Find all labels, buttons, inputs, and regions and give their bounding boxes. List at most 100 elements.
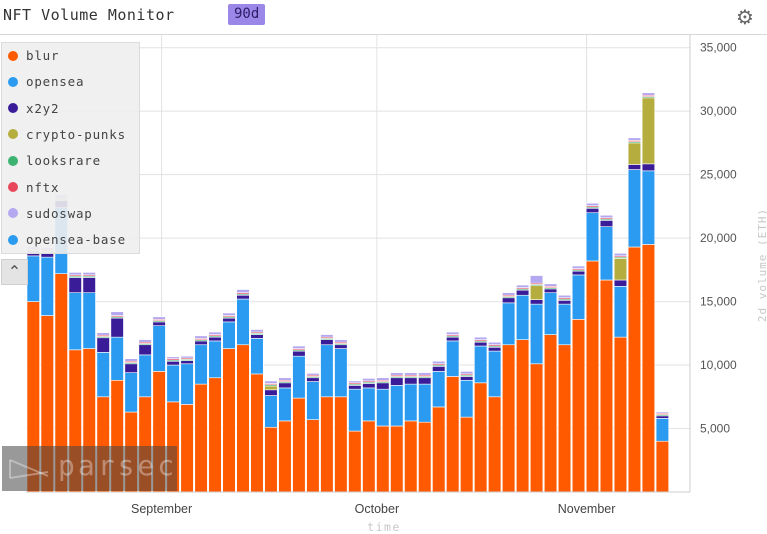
bar-x2y2-40[interactable] <box>572 271 585 275</box>
bar-blur-20[interactable] <box>293 398 306 492</box>
bar-opensea-45[interactable] <box>642 171 655 245</box>
bar-opensea-40[interactable] <box>572 275 585 319</box>
bar-x2y2-28[interactable] <box>404 378 417 384</box>
bar-x2y2-12[interactable] <box>181 361 194 364</box>
bar-x2y2-38[interactable] <box>544 289 557 293</box>
chevron-up-icon[interactable]: ⌃ <box>1 259 28 285</box>
bar-x2y2-32[interactable] <box>460 376 473 380</box>
bar-opensea-24[interactable] <box>349 389 362 431</box>
bar-blur-25[interactable] <box>363 421 376 492</box>
bar-x2y2-6[interactable] <box>97 338 110 353</box>
bar-opensea-8[interactable] <box>125 373 138 412</box>
bar-x2y2-15[interactable] <box>223 318 236 322</box>
bar-opensea-33[interactable] <box>474 346 487 383</box>
bar-opensea-4[interactable] <box>69 293 82 350</box>
bar-crypto-punks-18[interactable] <box>265 386 278 390</box>
bar-x2y2-14[interactable] <box>209 337 222 341</box>
bar-opensea-1[interactable] <box>27 256 40 302</box>
bar-x2y2-43[interactable] <box>614 280 627 286</box>
bar-blur-28[interactable] <box>404 421 417 492</box>
bar-blur-12[interactable] <box>181 404 194 492</box>
bar-sudoswap-44[interactable] <box>628 138 641 141</box>
time-range-button[interactable]: 90d <box>228 4 265 25</box>
bar-x2y2-46[interactable] <box>656 416 669 419</box>
bar-x2y2-16[interactable] <box>237 295 250 299</box>
bar-sudoswap-32[interactable] <box>460 371 473 374</box>
bar-crypto-punks-44[interactable] <box>628 143 641 165</box>
bar-opensea-29[interactable] <box>418 384 431 422</box>
bar-sudoswap-26[interactable] <box>377 378 390 381</box>
legend-item-crypto-punks[interactable]: crypto-punks <box>8 125 126 145</box>
bar-x2y2-34[interactable] <box>488 347 501 351</box>
bar-blur-38[interactable] <box>544 335 557 492</box>
bar-sudoswap-5[interactable] <box>83 272 96 275</box>
bar-blur-27[interactable] <box>390 426 403 492</box>
bar-opensea-25[interactable] <box>363 388 376 421</box>
bar-blur-16[interactable] <box>237 345 250 492</box>
bar-opensea-13[interactable] <box>195 345 208 384</box>
bar-opensea-6[interactable] <box>97 352 110 396</box>
bar-sudoswap-30[interactable] <box>432 361 445 364</box>
bar-opensea-9[interactable] <box>139 355 152 397</box>
bar-opensea-37[interactable] <box>530 304 543 364</box>
bar-opensea-18[interactable] <box>265 396 278 428</box>
bar-opensea-12[interactable] <box>181 364 194 405</box>
bar-blur-23[interactable] <box>335 397 348 492</box>
bar-blur-29[interactable] <box>418 422 431 492</box>
bar-blur-45[interactable] <box>642 244 655 492</box>
bar-opensea-5[interactable] <box>83 293 96 349</box>
bar-x2y2-21[interactable] <box>307 378 320 382</box>
bar-sudoswap-12[interactable] <box>181 356 194 358</box>
bar-blur-26[interactable] <box>377 426 390 492</box>
bar-x2y2-45[interactable] <box>642 164 655 171</box>
bar-opensea-14[interactable] <box>209 341 222 378</box>
bar-opensea-28[interactable] <box>404 384 417 421</box>
bar-opensea-27[interactable] <box>390 385 403 426</box>
bar-x2y2-13[interactable] <box>195 341 208 345</box>
bar-blur-40[interactable] <box>572 319 585 492</box>
bar-x2y2-41[interactable] <box>586 208 599 212</box>
bar-opensea-42[interactable] <box>600 227 613 280</box>
bar-blur-36[interactable] <box>516 340 529 492</box>
bar-sudoswap-36[interactable] <box>516 285 529 288</box>
bar-blur-35[interactable] <box>502 345 515 492</box>
bar-crypto-punks-37[interactable] <box>530 286 543 300</box>
bar-blur-31[interactable] <box>446 376 459 492</box>
bar-blur-30[interactable] <box>432 407 445 492</box>
bar-opensea-22[interactable] <box>321 345 334 397</box>
bar-opensea-20[interactable] <box>293 356 306 398</box>
bar-opensea-32[interactable] <box>460 380 473 417</box>
bar-sudoswap-27[interactable] <box>390 373 403 376</box>
bar-x2y2-30[interactable] <box>432 366 445 371</box>
bar-crypto-punks-45[interactable] <box>642 98 655 164</box>
bar-sudoswap-18[interactable] <box>265 381 278 384</box>
bar-x2y2-24[interactable] <box>349 385 362 389</box>
bar-sudoswap-33[interactable] <box>474 337 487 340</box>
legend-item-looksrare[interactable]: looksrare <box>8 151 101 171</box>
bar-sudoswap-28[interactable] <box>404 373 417 376</box>
bar-x2y2-33[interactable] <box>474 342 487 346</box>
bar-sudoswap-25[interactable] <box>363 378 376 381</box>
bar-blur-14[interactable] <box>209 378 222 492</box>
bar-opensea-44[interactable] <box>628 170 641 247</box>
bar-opensea-17[interactable] <box>251 338 264 374</box>
bar-blur-21[interactable] <box>307 420 320 492</box>
bar-blur-43[interactable] <box>614 337 627 492</box>
bar-opensea-2[interactable] <box>41 257 54 315</box>
bar-sudoswap-46[interactable] <box>656 412 669 413</box>
bar-blur-33[interactable] <box>474 383 487 492</box>
bar-opensea-34[interactable] <box>488 351 501 397</box>
bar-x2y2-4[interactable] <box>69 277 82 292</box>
bar-x2y2-22[interactable] <box>321 340 334 345</box>
bar-blur-32[interactable] <box>460 417 473 492</box>
bar-x2y2-27[interactable] <box>390 378 403 386</box>
legend-item-blur[interactable]: blur <box>8 46 59 66</box>
bar-blur-42[interactable] <box>600 280 613 492</box>
bar-opensea-15[interactable] <box>223 322 236 349</box>
bar-sudoswap-16[interactable] <box>237 290 250 293</box>
bar-sudoswap-37[interactable] <box>530 276 543 284</box>
bar-sudoswap-21[interactable] <box>307 373 320 375</box>
bar-sudoswap-15[interactable] <box>223 313 236 316</box>
bar-sudoswap-34[interactable] <box>488 342 501 345</box>
bar-sudoswap-31[interactable] <box>446 332 459 335</box>
